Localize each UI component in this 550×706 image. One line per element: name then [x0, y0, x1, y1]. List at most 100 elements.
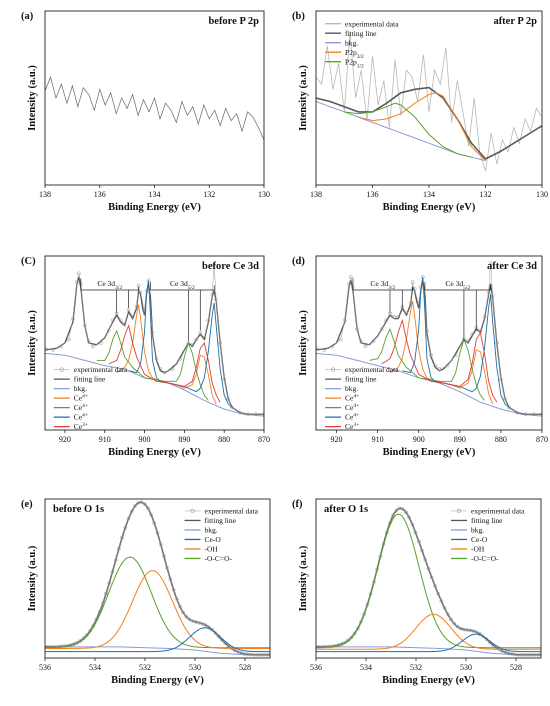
- series-b-bkg-: [316, 101, 486, 162]
- series-f-experimental-data-point: [455, 624, 460, 629]
- panel-f: 536 534 532 530 528 Binding Energy (eV) Intens…: [292, 498, 542, 686]
- x-tick-label: 532: [410, 663, 422, 672]
- series-e-experimental-data-point: [174, 597, 179, 601]
- legend-label: fitting line: [345, 375, 377, 384]
- series-f-experimental-data-point: [407, 515, 412, 520]
- x-tick-label: 528: [510, 663, 522, 672]
- series-c-experimental-data-point: [222, 377, 227, 382]
- legend-label: -OH: [471, 545, 485, 554]
- series-c-experimental-data-point: [126, 308, 131, 312]
- series-e-experimental-data-point: [162, 554, 166, 558]
- series-d-experimental-data-point: [396, 315, 401, 319]
- series-d-experimental-data-point: [540, 412, 542, 417]
- x-tick-label: 528: [239, 663, 251, 672]
- series-f-experimental-data-point: [404, 510, 408, 515]
- series-e-experimental-data-point: [120, 535, 124, 540]
- legend-label: Ce-O: [205, 535, 222, 544]
- x-tick-label: 890: [454, 435, 466, 444]
- series-c-experimental-data-point: [210, 292, 215, 297]
- series-d-experimental-data-point: [342, 318, 347, 323]
- series-b-fitting-line: [316, 86, 542, 160]
- legend-label: -OH: [205, 545, 219, 554]
- y-axis-label: Intensity (a.u.): [298, 310, 309, 376]
- series-d-experimental-data-point: [410, 280, 415, 284]
- series-d-experimental-data-point: [412, 287, 417, 291]
- x-tick-label: 134: [423, 190, 435, 199]
- series-e-experimental-data-point: [158, 542, 163, 547]
- series-f-ce-o: [316, 633, 541, 653]
- series-c-experimental-data-point: [158, 367, 163, 371]
- legend-label: bkg.: [471, 526, 484, 535]
- y-axis-label: Intensity (a.u.): [27, 310, 38, 376]
- series-d-experimental-data-point: [531, 412, 536, 417]
- series-c-experimental-data-point: [90, 344, 95, 349]
- legend-label: bkg.: [205, 526, 218, 535]
- series-c-experimental-data-point: [194, 337, 199, 342]
- series-c-experimental-data-point: [59, 344, 63, 349]
- series-d-experimental-data-point: [433, 363, 438, 368]
- series-d-experimental-data-point: [488, 261, 493, 265]
- x-tick-label: 910: [372, 435, 384, 444]
- series-d-experimental-data-point: [503, 396, 507, 401]
- series-b-p2p1-2: [344, 102, 472, 158]
- panel-a: 138 136 134 132 130 Binding Energy (eV) Intens…: [21, 10, 270, 213]
- plot-area-b: [316, 31, 542, 172]
- series-c-experimental-data-point: [214, 297, 219, 302]
- series-c-experimental-data-point: [206, 318, 211, 323]
- series-c-experimental-data-point: [82, 323, 87, 328]
- panel-title: before Ce 3d: [202, 261, 259, 272]
- x-tick-label: 134: [149, 190, 161, 199]
- series-e-experimental-data-point: [213, 631, 218, 635]
- panel-title: after Ce 3d: [487, 261, 537, 272]
- series-d-experimental-data-point: [322, 348, 327, 352]
- panel-label: (d): [292, 256, 305, 267]
- series-f-experimental-data-point: [458, 626, 463, 631]
- plot-area-c: [45, 262, 264, 417]
- annotation-label: Ce 3d3/2: [97, 279, 122, 291]
- panel-b: 138 136 134 132 130 Binding Energy (eV) Intens…: [292, 10, 548, 213]
- series-d-experimental-data-point: [316, 346, 318, 351]
- series-e-experimental-data-point: [139, 500, 144, 505]
- x-tick-label: 536: [310, 663, 322, 672]
- series-c-experimental-data-point: [106, 328, 111, 333]
- series-c-experimental-data-point: [86, 339, 91, 344]
- legend-label: Ce3+: [74, 422, 88, 431]
- series-e-fitting-line: [45, 501, 270, 656]
- series-c-experimental-data-point: [162, 370, 167, 375]
- series-e-experimental-data-point: [117, 546, 121, 551]
- legend-label: Ce4+: [345, 413, 359, 422]
- legend-label: Ce4+: [74, 413, 88, 422]
- x-tick-label: 900: [139, 435, 151, 444]
- legend-label: fitting line: [205, 516, 237, 525]
- series-c-experimental-data-point: [76, 271, 81, 276]
- x-axis-label: Binding Energy (eV): [108, 202, 201, 213]
- legend-label: Ce3+: [345, 422, 359, 431]
- series-c-experimental-data-point: [254, 412, 258, 417]
- legend-marker: [456, 508, 462, 514]
- panel-d: 920 910 900 890 880 870 Binding Energy (eV) Int…: [292, 255, 548, 458]
- series-d-experimental-data-point: [371, 339, 376, 344]
- series-c-experimental-data-point: [98, 341, 103, 345]
- panel-title: after O 1s: [324, 504, 368, 515]
- plot-frame-e: [44, 498, 271, 659]
- series-e-experimental-data-point: [152, 521, 157, 525]
- series-c-experimental-data-point: [202, 335, 207, 340]
- series-f-experimental-data-point: [484, 637, 489, 641]
- legend-label: experimental data: [345, 19, 399, 28]
- series-e-experimental-data-point: [126, 516, 131, 521]
- series-f-experimental-data-point: [481, 634, 485, 639]
- x-tick-label: 890: [178, 435, 190, 444]
- series-c-experimental-data-point: [246, 412, 250, 417]
- series-c-experimental-data-point: [238, 410, 242, 415]
- series-f-fitting-line: [316, 507, 541, 656]
- series-d-experimental-data-point: [384, 318, 388, 323]
- panel-label: (f): [292, 499, 303, 510]
- series-e-experimental-data-point: [171, 587, 176, 592]
- series-d-experimental-data-point: [404, 311, 409, 316]
- annotation-label: Ce 3d5/2: [445, 279, 470, 291]
- legend-label: fitting line: [345, 29, 377, 38]
- x-tick-label: 870: [258, 435, 270, 444]
